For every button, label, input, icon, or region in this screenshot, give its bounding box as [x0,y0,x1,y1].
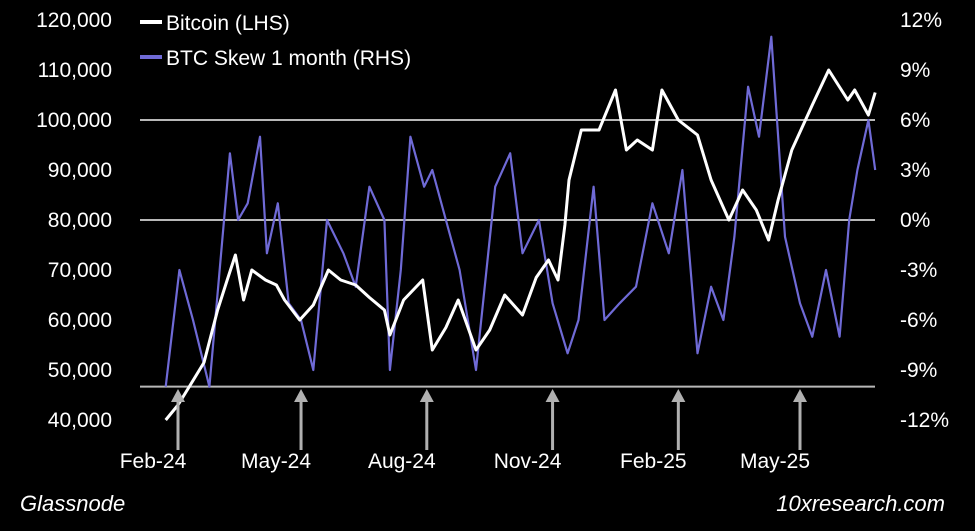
arrows [171,389,807,450]
arrow-aug-24 [419,389,434,450]
arrow-head [545,389,560,402]
left-tick-label: 120,000 [36,9,112,32]
arrow-head [294,389,309,402]
right-tick-label: 9% [900,59,930,82]
x-axis: Feb-24 May-24 Aug-24 Nov-24 Feb-25 May-25 [120,450,810,473]
arrow-may-25 [793,389,807,450]
right-axis: -12% -9% -6% -3% 0% 3% 6% 9% 12% [900,9,949,432]
x-tick-label: Feb-24 [120,450,187,473]
arrow-feb-24 [171,389,185,450]
x-tick-label: May-25 [740,450,810,473]
arrow-nov-24 [545,389,560,450]
left-tick-label: 100,000 [36,109,112,132]
legend: Bitcoin (LHS) BTC Skew 1 month (RHS) [140,12,411,70]
arrow-head [793,389,807,402]
x-tick-label: Feb-25 [620,450,687,473]
right-tick-label: 0% [900,209,930,232]
left-tick-label: 50,000 [48,359,112,382]
legend-label: Bitcoin (LHS) [166,12,290,35]
bitcoin-line [164,68,877,421]
right-tick-label: -3% [900,259,937,282]
arrow-head [671,389,686,402]
arrow-head [171,389,185,402]
series-lines [164,35,877,421]
source-label: Glassnode [20,491,126,516]
right-tick-label: -12% [900,409,949,432]
left-tick-label: 40,000 [48,409,112,432]
right-tick-label: -9% [900,359,937,382]
left-tick-label: 90,000 [48,159,112,182]
right-tick-label: 3% [900,159,930,182]
left-axis: 40,000 50,000 60,000 70,000 80,000 90,000 100,… [36,9,112,432]
skew-line [164,35,877,388]
left-tick-label: 80,000 [48,209,112,232]
right-tick-label: -6% [900,309,937,332]
x-tick-label: Nov-24 [494,450,562,473]
right-tick-label: 6% [900,109,930,132]
left-tick-label: 60,000 [48,309,112,332]
left-tick-label: 70,000 [48,259,112,282]
arrow-feb-25 [671,389,686,450]
right-tick-label: 12% [900,9,942,32]
legend-label: BTC Skew 1 month (RHS) [166,47,411,70]
reference-lines [140,119,875,388]
x-tick-label: May-24 [241,450,311,473]
left-tick-label: 110,000 [38,59,112,82]
arrow-head [419,389,434,402]
arrow-may-24 [294,389,309,450]
x-tick-label: Aug-24 [368,450,436,473]
credit-label: 10xresearch.com [776,491,945,516]
